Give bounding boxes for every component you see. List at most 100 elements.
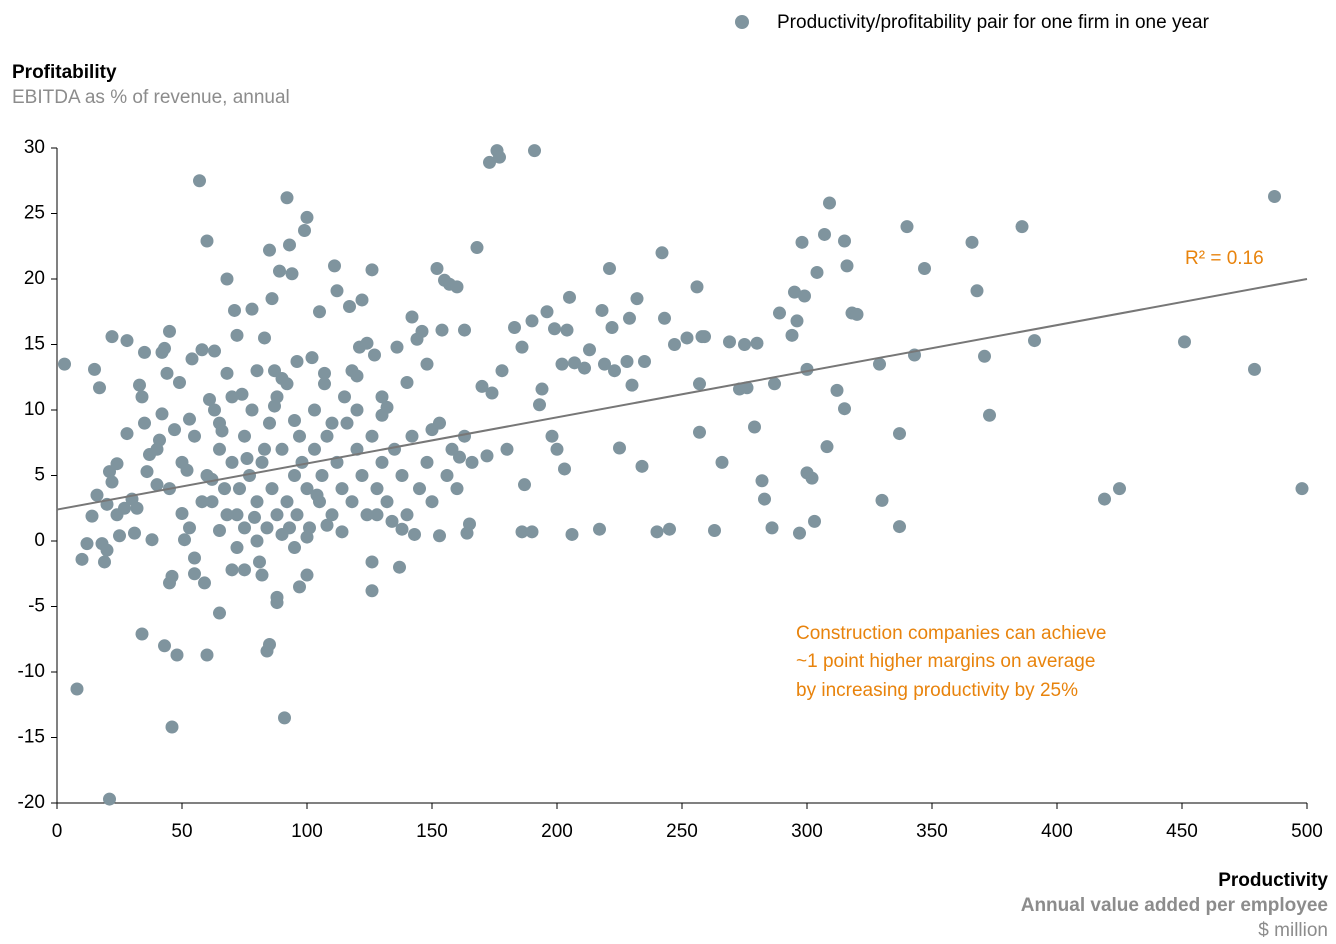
x-tick-label: 400 bbox=[1041, 821, 1073, 842]
point bbox=[793, 526, 806, 540]
point bbox=[270, 508, 284, 522]
point bbox=[598, 357, 611, 371]
x-tick-label: 150 bbox=[416, 821, 448, 842]
point bbox=[220, 508, 234, 522]
point bbox=[170, 648, 184, 662]
point bbox=[203, 393, 216, 407]
r2-label: R² = 0.16 bbox=[1185, 248, 1264, 269]
point bbox=[515, 340, 529, 354]
point bbox=[240, 451, 254, 465]
y-tick-label: 15 bbox=[24, 334, 45, 355]
point bbox=[818, 227, 831, 241]
point bbox=[433, 529, 446, 543]
point bbox=[255, 455, 269, 469]
y-tick-label: 5 bbox=[34, 465, 45, 486]
point bbox=[265, 482, 279, 496]
point bbox=[638, 355, 651, 369]
point bbox=[145, 533, 159, 547]
point bbox=[613, 441, 626, 455]
point bbox=[583, 343, 596, 357]
point bbox=[483, 155, 496, 169]
point bbox=[690, 280, 704, 294]
point bbox=[120, 427, 134, 441]
point bbox=[450, 280, 464, 294]
point bbox=[393, 560, 406, 574]
x-tick-label: 500 bbox=[1291, 821, 1323, 842]
point bbox=[163, 324, 176, 338]
point bbox=[738, 338, 751, 351]
y-tick-label: 10 bbox=[24, 399, 45, 420]
point bbox=[280, 191, 294, 205]
point bbox=[1295, 482, 1309, 496]
point bbox=[250, 534, 264, 548]
point bbox=[1015, 220, 1029, 234]
point bbox=[350, 369, 364, 383]
point bbox=[355, 293, 369, 307]
point bbox=[193, 174, 206, 188]
point bbox=[658, 311, 671, 325]
y-tick-label: 25 bbox=[24, 203, 45, 224]
point bbox=[295, 455, 309, 469]
point bbox=[493, 150, 506, 164]
point bbox=[205, 495, 219, 509]
point bbox=[625, 378, 639, 392]
point bbox=[558, 462, 571, 476]
point bbox=[350, 442, 364, 456]
point bbox=[758, 492, 771, 506]
point bbox=[368, 348, 381, 362]
point bbox=[140, 465, 154, 479]
point bbox=[508, 320, 521, 334]
point bbox=[213, 524, 226, 538]
point bbox=[350, 403, 364, 417]
point bbox=[415, 324, 429, 338]
point bbox=[225, 563, 239, 577]
legend-marker bbox=[735, 15, 749, 29]
point bbox=[560, 323, 574, 337]
point bbox=[88, 362, 101, 376]
point bbox=[138, 416, 151, 430]
point bbox=[540, 305, 554, 319]
point bbox=[225, 455, 239, 469]
annotation: by increasing productivity by 25% bbox=[796, 680, 1078, 701]
point bbox=[823, 196, 836, 210]
point bbox=[58, 357, 71, 371]
point bbox=[338, 390, 351, 404]
point bbox=[708, 524, 721, 538]
point bbox=[85, 509, 99, 523]
point bbox=[663, 522, 676, 536]
point bbox=[850, 307, 864, 321]
point bbox=[548, 322, 561, 336]
point bbox=[168, 423, 181, 437]
point bbox=[785, 328, 799, 342]
point bbox=[230, 328, 244, 342]
point bbox=[535, 382, 549, 396]
point bbox=[565, 527, 579, 541]
point bbox=[255, 568, 269, 582]
point bbox=[533, 398, 546, 412]
x-tick-label: 50 bbox=[171, 821, 192, 842]
point bbox=[970, 284, 984, 298]
point bbox=[603, 262, 616, 276]
point bbox=[243, 469, 256, 482]
point bbox=[330, 284, 344, 298]
point bbox=[208, 344, 221, 358]
point bbox=[213, 416, 226, 430]
point bbox=[250, 495, 264, 509]
point bbox=[135, 390, 149, 404]
point bbox=[680, 331, 694, 345]
point bbox=[568, 356, 581, 370]
point bbox=[103, 792, 116, 806]
point bbox=[668, 338, 681, 351]
point bbox=[693, 377, 706, 391]
point bbox=[253, 555, 266, 569]
point bbox=[773, 306, 786, 320]
point bbox=[183, 521, 196, 535]
annotation: ~1 point higher margins on average bbox=[796, 651, 1095, 672]
point bbox=[195, 495, 209, 509]
point bbox=[755, 474, 769, 488]
y-tick-label: -15 bbox=[18, 727, 45, 748]
point bbox=[118, 501, 131, 515]
point bbox=[278, 711, 291, 725]
point bbox=[978, 349, 991, 363]
point bbox=[75, 552, 89, 566]
